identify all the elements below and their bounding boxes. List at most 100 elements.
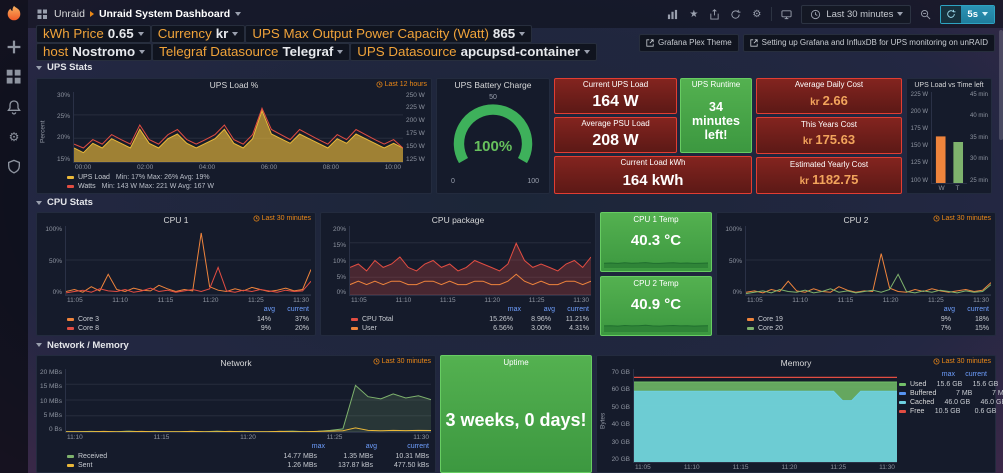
legend-series-name[interactable]: Used [910, 381, 927, 389]
variable-select[interactable]: host Nostromo [36, 42, 153, 61]
panel-title[interactable]: CPU 1 Temp [633, 214, 679, 224]
time-range-picker[interactable]: Last 30 minutes [801, 4, 912, 24]
variable-select[interactable]: UPS Max Output Power Capacity (Watt) 865 [245, 24, 533, 43]
panel-title[interactable]: UPS Load % [209, 80, 259, 91]
legend-series-name[interactable]: CPU Total [362, 316, 394, 324]
row-header-ups-stats[interactable]: UPS Stats [36, 61, 996, 75]
panel-title[interactable]: CPU 2 [843, 214, 869, 225]
breadcrumb-app[interactable]: Unraid [54, 8, 85, 20]
refresh-picker[interactable]: 5s [940, 4, 995, 24]
zoom-out-icon[interactable] [919, 8, 932, 21]
cpu1-chart[interactable] [65, 226, 311, 297]
legend-series-name[interactable]: Free [910, 408, 925, 416]
breadcrumb[interactable]: Unraid Unraid System Dashboard [36, 8, 242, 21]
legend-header[interactable]: max [941, 371, 955, 379]
panel-average-daily-cost: Average Daily Cost kr 2.66 [756, 77, 902, 115]
panel-title[interactable]: Uptime [503, 357, 529, 367]
panel-range-link[interactable]: Last 30 minutes [933, 215, 991, 222]
legend-series-name[interactable]: Received [78, 453, 108, 461]
star-icon[interactable]: ★ [689, 8, 699, 20]
legend-series-name[interactable]: Buffered [910, 390, 937, 398]
panel-title[interactable]: UPS Runtime [691, 80, 741, 90]
row-header-network-memory[interactable]: Network / Memory [36, 338, 996, 352]
dashboard-title[interactable]: Unraid System Dashboard [98, 8, 231, 20]
legend-series-name[interactable]: Core 8 [78, 325, 100, 333]
legend-header[interactable]: avg [543, 306, 555, 314]
legend-header[interactable]: max [311, 443, 325, 451]
ups-stats-row: UPS Load % Last 12 hours Percent 30% 25% 2… [36, 77, 996, 194]
row-header-cpu-stats[interactable]: CPU Stats [36, 196, 996, 210]
dashboard-link[interactable]: Setting up Grafana and InfluxDB for UPS … [742, 33, 995, 52]
legend-series-name[interactable]: Watts [78, 182, 96, 190]
legend-header[interactable]: current [407, 443, 429, 451]
scrollbar-thumb[interactable] [999, 30, 1003, 140]
panel-title[interactable]: CPU 1 [163, 214, 189, 225]
legend-series-name[interactable]: Cached [910, 399, 935, 407]
memory-chart[interactable] [633, 369, 897, 464]
panel-range-link[interactable]: Last 30 minutes [933, 358, 991, 365]
cycle-view-icon[interactable] [729, 8, 742, 21]
variable-select[interactable]: kWh Price 0.65 [36, 24, 151, 43]
legend-series-name[interactable]: Core 19 [758, 316, 783, 324]
panel-title[interactable]: UPS Load vs Time left [914, 81, 984, 89]
tv-mode-icon[interactable] [780, 8, 793, 21]
panel-title[interactable]: CPU 2 Temp [633, 278, 679, 288]
legend-header[interactable]: avg [943, 306, 955, 314]
refresh-interval[interactable]: 5s [961, 5, 994, 23]
panel-range-link[interactable]: Last 30 minutes [253, 215, 311, 222]
dashboards-icon[interactable] [6, 69, 22, 85]
legend-series-name[interactable]: UPS Load [78, 173, 110, 181]
x-tick-label: 11:10 [112, 297, 129, 305]
legend-series-name[interactable]: Core 3 [78, 316, 100, 324]
panel-title[interactable]: Memory [780, 357, 812, 368]
legend-header[interactable]: avg [365, 443, 377, 451]
stat-value: 3 weeks, 0 days! [445, 409, 587, 430]
variable-select[interactable]: Currency kr [150, 24, 246, 43]
cpu-package-chart[interactable] [349, 226, 591, 297]
legend-series-name[interactable]: User [362, 325, 377, 333]
ups-load-chart[interactable] [73, 91, 403, 163]
alerting-bell-icon[interactable] [6, 99, 22, 115]
legend-header[interactable]: current [967, 306, 989, 314]
refresh-icon[interactable] [941, 5, 962, 23]
create-plus-icon[interactable] [6, 39, 22, 55]
stat-value: 2.66 [822, 92, 848, 108]
x-tick-label: 11:05 [747, 297, 763, 305]
panel-title[interactable]: This Years Cost [800, 119, 858, 129]
legend-current: 20% [294, 325, 309, 333]
dashboard-link[interactable]: Grafana Plex Theme [638, 33, 739, 52]
legend-header[interactable]: avg [263, 306, 275, 314]
add-panel-icon[interactable] [666, 8, 679, 21]
panel-title[interactable]: Average Daily Cost [794, 80, 864, 90]
legend-series-name[interactable]: Core 20 [758, 325, 783, 333]
refresh-caret-icon [982, 12, 988, 16]
panel-title[interactable]: UPS Battery Charge [454, 80, 532, 91]
panel-title[interactable]: Estimated Yearly Cost [789, 159, 869, 169]
memory-legend: max current Used 15.6 GB 15.6 GB [897, 369, 1003, 472]
legend-header[interactable]: max [507, 306, 521, 314]
configuration-gear-icon[interactable]: ⚙ [8, 130, 20, 144]
grafana-logo-icon[interactable] [5, 5, 23, 23]
dashboard-settings-gear-icon[interactable]: ⚙ [752, 8, 762, 20]
help-shield-icon[interactable] [6, 159, 22, 175]
legend-swatch [67, 175, 74, 179]
clock-icon [376, 81, 383, 88]
variable-select[interactable]: Telegraf Datasource Telegraf [152, 42, 351, 61]
panel-range-link[interactable]: Last 30 minutes [373, 358, 431, 365]
panel-title[interactable]: Current UPS Load [582, 80, 649, 90]
panel-title[interactable]: Current Load kWh [620, 158, 686, 168]
legend-header[interactable]: current [965, 371, 987, 379]
legend-header[interactable]: current [287, 306, 309, 314]
panel-title[interactable]: Network [220, 357, 252, 368]
variable-select[interactable]: UPS Datasource apcupsd-container [350, 42, 597, 61]
network-chart[interactable] [65, 369, 431, 434]
panel-range-link[interactable]: Last 12 hours [376, 81, 427, 88]
share-icon[interactable] [708, 8, 721, 21]
ups-vs-time-bars[interactable] [931, 91, 967, 184]
panel-title[interactable]: Average PSU Load [581, 119, 650, 129]
legend-current: 11.21% [565, 316, 589, 324]
panel-title[interactable]: CPU package [431, 214, 485, 225]
legend-series-name[interactable]: Sent [78, 462, 93, 470]
legend-header[interactable]: current [567, 306, 589, 314]
cpu2-chart[interactable] [745, 226, 991, 297]
